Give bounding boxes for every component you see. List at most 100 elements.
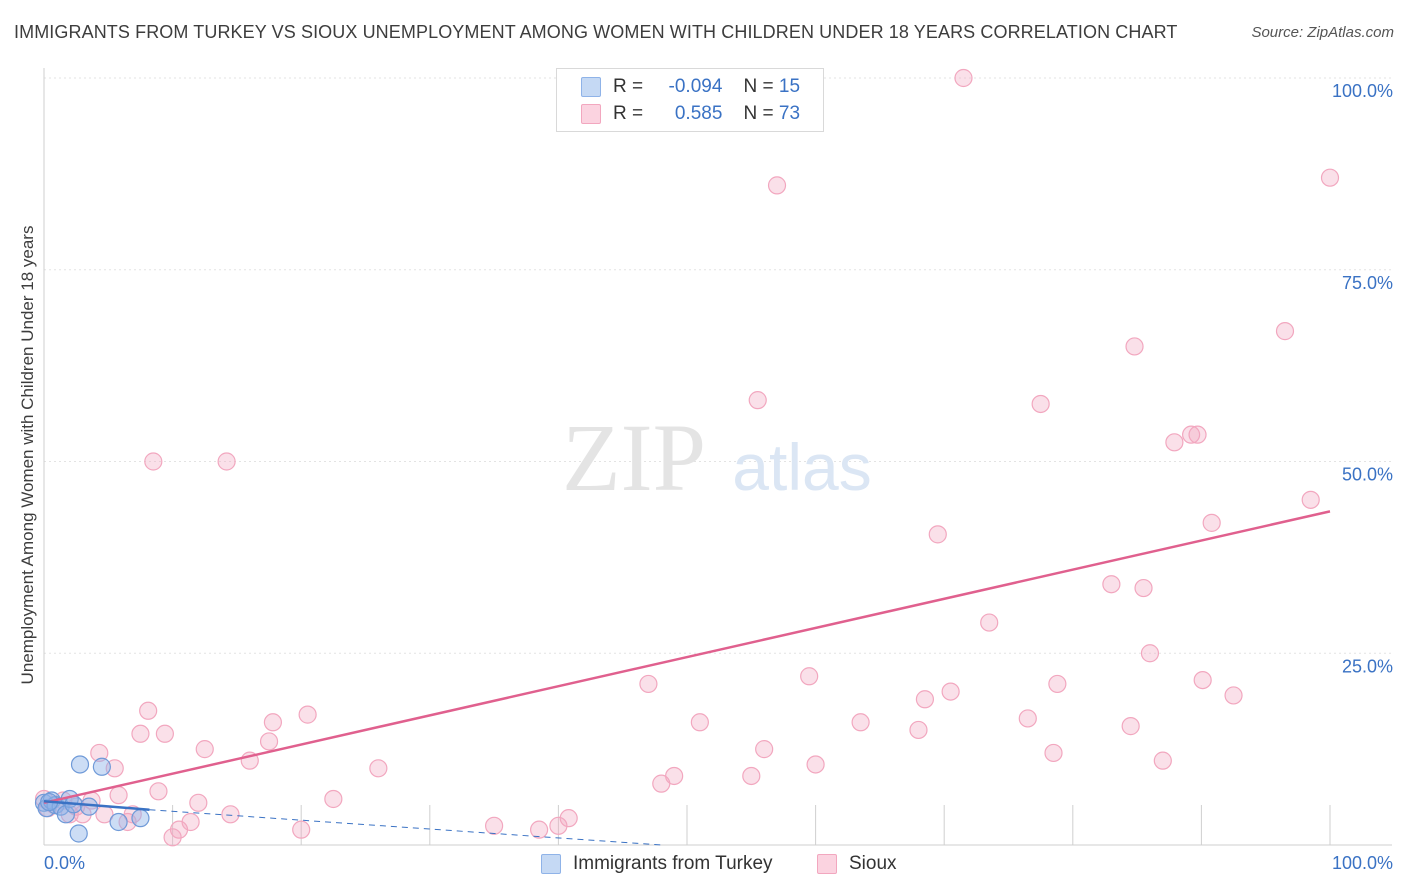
r-value: 0.585	[674, 103, 723, 124]
point-sioux	[1301, 490, 1320, 509]
r-label: R =	[613, 103, 644, 124]
regression-lines	[43, 510, 1331, 846]
point-turkey	[69, 824, 88, 843]
point-sioux	[748, 391, 767, 410]
point-sioux	[928, 525, 947, 544]
legend-item-turkey: Immigrants from Turkey	[541, 851, 773, 877]
point-sioux	[1320, 168, 1340, 187]
regression-line-turkey	[43, 800, 150, 811]
point-sioux	[1031, 394, 1050, 414]
point-sioux	[851, 713, 870, 732]
point-sioux	[530, 820, 549, 839]
point-sioux	[1134, 578, 1153, 598]
point-sioux	[1224, 686, 1243, 705]
point-sioux	[690, 713, 709, 732]
legend-swatch-sioux	[817, 854, 837, 874]
point-sioux	[1140, 644, 1160, 663]
x-tick-label: 100.0%	[1332, 853, 1393, 873]
legend-swatch-sioux	[581, 104, 601, 124]
watermark-atlas: atlas	[732, 430, 871, 504]
point-sioux	[1153, 751, 1172, 770]
point-sioux	[1048, 674, 1067, 694]
r-label: R =	[613, 76, 644, 97]
point-sioux	[1125, 337, 1144, 356]
point-sioux	[1165, 433, 1184, 452]
legend-item-sioux: Sioux	[817, 851, 897, 877]
point-sioux	[639, 674, 658, 694]
y-tick-label: 25.0%	[1342, 656, 1393, 676]
point-sioux	[915, 690, 935, 709]
point-sioux	[549, 816, 568, 835]
point-sioux	[259, 732, 279, 751]
gridlines	[44, 77, 1392, 654]
point-sioux	[369, 759, 388, 778]
legend-swatch-turkey	[581, 77, 601, 97]
point-sioux	[144, 452, 163, 471]
y-tick-label: 50.0%	[1342, 465, 1393, 485]
point-turkey	[92, 757, 111, 776]
legend-row-sioux: R = 0.585 N = 73	[581, 101, 800, 127]
point-sioux	[131, 724, 150, 743]
point-sioux	[324, 789, 343, 809]
point-sioux	[155, 724, 174, 743]
x-tick-label: 0.0%	[44, 853, 85, 873]
point-sioux	[1188, 425, 1207, 444]
point-sioux	[1275, 322, 1295, 341]
n-label: N =	[743, 103, 774, 124]
point-sioux	[181, 812, 200, 832]
point-sioux	[665, 766, 684, 786]
point-sioux	[941, 682, 960, 701]
point-sioux	[221, 805, 240, 824]
point-sioux	[1193, 670, 1212, 690]
point-sioux	[806, 755, 825, 774]
point-sioux	[189, 793, 208, 812]
y-tick-label: 100.0%	[1332, 81, 1393, 101]
point-sioux	[298, 705, 317, 724]
axes	[43, 68, 1392, 846]
point-sioux	[1044, 743, 1063, 763]
n-value: 15	[778, 76, 801, 97]
source-label: Source: ZipAtlas.com	[1251, 24, 1394, 41]
watermark: ZIP atlas	[562, 404, 872, 511]
point-sioux	[800, 667, 819, 686]
point-sioux	[485, 816, 504, 835]
regression-line-sioux	[43, 510, 1331, 805]
legend-label-sioux: Sioux	[849, 853, 897, 874]
point-sioux	[263, 713, 283, 732]
legend-swatch-turkey	[541, 854, 561, 874]
n-label: N =	[743, 76, 774, 97]
point-sioux	[767, 176, 787, 195]
correlation-legend: R = -0.094 N = 15 R = 0.585 N = 73	[556, 68, 824, 132]
point-sioux	[1018, 709, 1037, 728]
point-sioux	[742, 766, 761, 786]
legend-row-turkey: R = -0.094 N = 15	[581, 74, 800, 100]
point-sioux	[559, 809, 578, 828]
n-value: 73	[778, 103, 801, 124]
point-turkey	[131, 809, 150, 828]
point-sioux	[1182, 425, 1201, 444]
point-sioux	[909, 720, 928, 740]
legend-label-turkey: Immigrants from Turkey	[573, 853, 773, 874]
point-turkey	[70, 755, 90, 774]
point-sioux	[1121, 717, 1140, 736]
point-turkey	[79, 797, 99, 816]
r-value: -0.094	[668, 76, 723, 97]
chart-title: IMMIGRANTS FROM TURKEY VS SIOUX UNEMPLOY…	[14, 22, 1178, 42]
point-sioux	[195, 740, 214, 759]
point-sioux	[1102, 575, 1121, 594]
point-sioux	[292, 820, 311, 839]
point-sioux	[109, 786, 128, 805]
point-sioux	[90, 743, 109, 763]
point-turkey	[56, 805, 75, 824]
point-sioux	[980, 613, 999, 632]
point-sioux	[1202, 513, 1221, 532]
point-sioux	[755, 740, 774, 759]
tick-labels: 25.0% 50.0% 75.0% 100.0% 0.0% 100.0%	[44, 81, 1393, 873]
regression-extension-turkey	[149, 809, 662, 846]
point-sioux	[139, 701, 158, 720]
point-sioux	[149, 782, 168, 801]
y-tick-label: 75.0%	[1342, 273, 1393, 293]
point-sioux	[954, 68, 973, 88]
point-sioux	[217, 452, 236, 471]
